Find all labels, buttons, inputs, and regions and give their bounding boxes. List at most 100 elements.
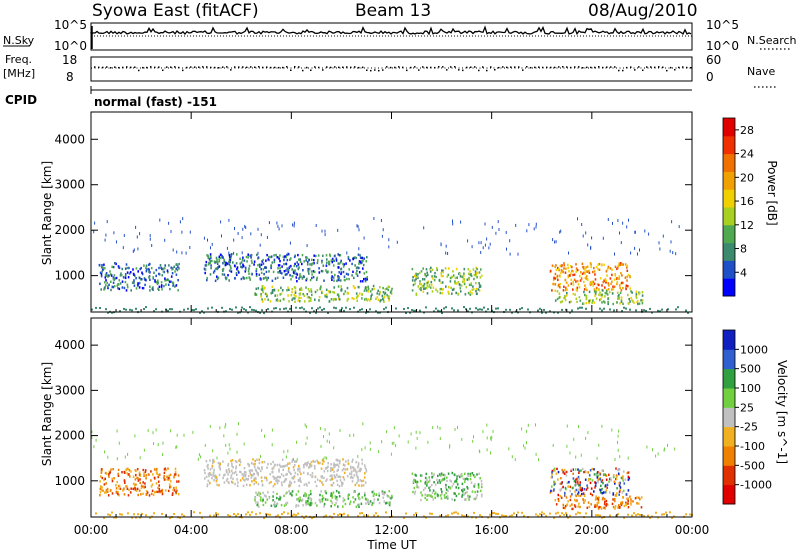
scatter-cell <box>341 307 343 310</box>
freq-point <box>650 66 652 68</box>
scatter-cell <box>327 270 329 273</box>
scatter-cell <box>565 267 567 270</box>
scatter-cell <box>592 270 594 274</box>
scatter-cell <box>357 477 359 480</box>
scatter-cell <box>457 486 460 490</box>
freq-point <box>246 66 248 69</box>
scatter-cell <box>585 270 588 273</box>
scatter-cell <box>449 444 451 448</box>
scatter-cell <box>570 278 572 281</box>
scatter-cell <box>598 293 601 297</box>
freq-point <box>622 69 624 72</box>
scatter-cell <box>428 476 430 479</box>
scatter-cell <box>258 263 261 266</box>
scatter-cell <box>168 483 171 486</box>
freq-point <box>114 66 116 68</box>
scatter-cell <box>358 228 360 232</box>
scatter-cell <box>273 258 276 261</box>
scatter-cell <box>355 473 358 477</box>
freq-point <box>186 66 188 69</box>
scatter-cell <box>604 484 607 487</box>
scatter-cell <box>597 263 599 266</box>
scatter-cell <box>433 310 435 313</box>
scatter-cell <box>267 463 269 466</box>
scatter-cell <box>148 473 150 476</box>
scatter-cell <box>585 266 587 269</box>
scatter-cell <box>218 484 220 487</box>
scatter-cell <box>363 476 366 479</box>
scatter-cell <box>302 464 305 467</box>
scatter-cell <box>341 513 343 516</box>
scatter-cell <box>442 288 444 291</box>
scatter-cell <box>658 241 660 245</box>
scatter-cell <box>433 278 436 282</box>
scatter-cell <box>445 251 447 255</box>
colorbar-tick-label: 25 <box>740 401 754 414</box>
scatter-cell <box>435 307 437 310</box>
scatter-cell <box>475 266 477 270</box>
scatter-cell <box>349 434 351 437</box>
scatter-cell <box>233 251 235 255</box>
scatter-cell <box>225 479 228 482</box>
scatter-cell <box>447 252 449 255</box>
freq-point <box>142 66 144 69</box>
scatter-cell <box>551 264 554 267</box>
scatter-cell <box>553 469 556 472</box>
scatter-cell <box>311 517 313 520</box>
scatter-cell <box>177 493 180 496</box>
freq-point <box>558 66 560 68</box>
scatter-cell <box>216 275 218 278</box>
scatter-cell <box>133 279 135 282</box>
scatter-cell <box>340 259 342 263</box>
scatter-cell <box>476 473 478 476</box>
scatter-cell <box>618 293 620 297</box>
scatter-cell <box>590 246 592 250</box>
scatter-cell <box>263 287 265 291</box>
freq-point <box>122 66 124 69</box>
scatter-cell <box>604 278 607 281</box>
scatter-cell <box>630 251 632 255</box>
scatter-cell <box>310 297 312 300</box>
scatter-cell <box>278 479 280 483</box>
scatter-cell <box>273 254 275 257</box>
scatter-cell <box>580 453 582 457</box>
scatter-cell <box>591 493 594 497</box>
scatter-cell <box>300 480 302 483</box>
scatter-cell <box>213 269 216 273</box>
scatter-cell <box>627 475 630 479</box>
freq-point <box>518 66 520 68</box>
scatter-cell <box>157 443 159 447</box>
scatter-cell <box>556 274 559 278</box>
scatter-cell <box>674 447 676 451</box>
scatter-cell <box>618 482 621 485</box>
scatter-cell <box>362 259 364 262</box>
scatter-cell <box>645 309 647 312</box>
velocity-scatter <box>91 422 693 520</box>
scatter-cell <box>93 230 95 234</box>
scatter-cell <box>101 476 104 480</box>
scatter-cell <box>245 471 247 474</box>
scatter-cell <box>473 497 475 501</box>
scatter-cell <box>333 306 335 309</box>
scatter-cell <box>584 272 586 275</box>
scatter-cell <box>553 468 555 472</box>
freq-point <box>470 66 472 68</box>
scatter-cell <box>230 476 232 480</box>
scatter-cell <box>261 461 264 464</box>
scatter-cell <box>377 289 379 292</box>
scatter-cell <box>426 273 429 276</box>
scatter-cell <box>261 289 264 292</box>
scatter-cell <box>303 308 305 311</box>
scatter-cell <box>627 285 629 288</box>
freq-point <box>502 66 504 68</box>
scatter-cell <box>579 494 582 497</box>
scatter-cell <box>117 283 120 286</box>
scatter-cell <box>236 473 238 476</box>
scatter-cell <box>170 275 173 278</box>
scatter-cell <box>600 263 603 267</box>
scatter-cell <box>391 496 393 499</box>
scatter-cell <box>583 288 586 291</box>
noise-tick-bottom-right: 10^0 <box>706 39 739 53</box>
scatter-cell <box>349 502 351 506</box>
